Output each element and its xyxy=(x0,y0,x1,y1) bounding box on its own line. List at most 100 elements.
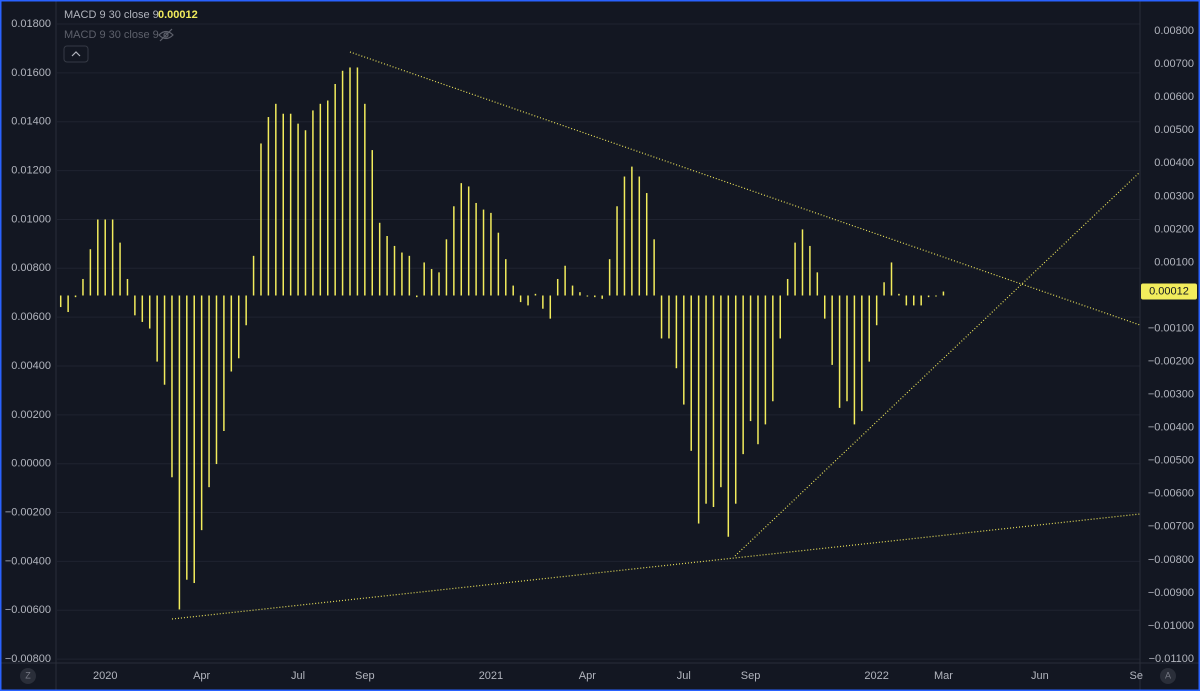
bar xyxy=(393,245,396,296)
bar xyxy=(542,295,544,309)
bar xyxy=(482,209,485,296)
bar xyxy=(809,245,811,296)
legend-value: 0.00012 xyxy=(158,9,198,21)
y2-tick-label: −0.00900 xyxy=(1148,587,1194,599)
bar xyxy=(727,295,730,537)
bar xyxy=(616,206,618,296)
bar xyxy=(675,295,678,369)
bar xyxy=(163,295,166,385)
y-tick-label: 0.01600 xyxy=(11,67,51,79)
bar xyxy=(193,295,195,584)
x-tick-label: Apr xyxy=(579,670,596,682)
bar xyxy=(111,219,114,296)
bar xyxy=(97,219,99,296)
y-tick-label: −0.00800 xyxy=(5,653,51,665)
y2-tick-label: 0.00800 xyxy=(1154,25,1194,37)
hidden-indicator[interactable]: MACD 9 30 close 9 xyxy=(64,29,159,41)
bar xyxy=(67,295,69,313)
bar xyxy=(141,295,144,322)
bar xyxy=(920,295,922,306)
scale-button-right[interactable]: A xyxy=(1160,668,1176,684)
bar xyxy=(445,239,448,296)
bar xyxy=(334,83,336,296)
y2-tick-label: −0.00600 xyxy=(1148,488,1194,500)
bar xyxy=(645,193,648,296)
trend-line xyxy=(171,513,1141,620)
bar xyxy=(267,117,270,296)
bar xyxy=(519,295,522,303)
bar xyxy=(178,295,181,610)
y2-tick-label: −0.00200 xyxy=(1148,356,1194,368)
y-tick-label: 0.00600 xyxy=(11,311,51,323)
bar xyxy=(223,295,225,431)
bar xyxy=(386,236,388,296)
bar xyxy=(512,285,514,296)
button-label: A xyxy=(1165,670,1171,680)
bar xyxy=(638,176,641,296)
bar xyxy=(683,295,685,405)
y2-tick-label: 0.00600 xyxy=(1154,91,1194,103)
collapse-button[interactable] xyxy=(63,45,89,63)
bar xyxy=(690,295,692,451)
y-tick-label: 0.01800 xyxy=(11,18,51,30)
bar xyxy=(416,295,418,298)
bar xyxy=(875,295,878,326)
x-tick-label: Mar xyxy=(934,670,953,682)
x-tick-label: Jun xyxy=(1031,670,1049,682)
y-tick-label: 0.00200 xyxy=(11,409,51,421)
bar xyxy=(200,295,203,531)
bar xyxy=(653,239,655,296)
bar xyxy=(171,295,173,478)
bar xyxy=(742,295,744,455)
bar xyxy=(74,295,77,298)
bar xyxy=(571,285,574,296)
bar xyxy=(712,295,715,508)
bar xyxy=(134,295,136,316)
y-tick-label: 0.01200 xyxy=(11,165,51,177)
bar xyxy=(423,262,425,296)
bar xyxy=(579,292,581,296)
x-tick-label: 2020 xyxy=(93,670,117,682)
bar xyxy=(623,176,626,296)
y-tick-label: −0.00400 xyxy=(5,555,51,567)
bar xyxy=(779,295,781,339)
bar xyxy=(156,295,158,362)
bar xyxy=(59,295,62,308)
bar xyxy=(327,100,329,296)
price-label-box xyxy=(1141,283,1197,300)
bar xyxy=(705,295,707,504)
bar xyxy=(89,249,92,296)
eye-off-icon[interactable] xyxy=(158,28,174,42)
bar xyxy=(497,232,500,296)
bar xyxy=(341,70,344,296)
axis-labels: 0.01800 0.01600 0.01400 0.01200 0.01000 0.008… xyxy=(5,18,1197,682)
bar xyxy=(594,295,596,298)
bar xyxy=(601,295,603,299)
x-tick-label: Se xyxy=(1130,670,1143,682)
bar xyxy=(816,272,819,296)
bar xyxy=(297,123,299,296)
bar xyxy=(148,295,151,329)
y-tick-label: 0.01000 xyxy=(11,213,51,225)
y2-tick-label: 0.00100 xyxy=(1154,256,1194,268)
y-tick-label: −0.00600 xyxy=(5,604,51,616)
bar xyxy=(660,295,663,339)
bar xyxy=(460,183,463,296)
bar xyxy=(890,262,893,296)
scale-button-left[interactable]: Z xyxy=(20,668,36,684)
bar xyxy=(905,295,908,306)
y2-tick-label: −0.00100 xyxy=(1148,322,1194,334)
bar xyxy=(801,229,804,296)
bar xyxy=(527,295,529,306)
bar xyxy=(868,295,870,362)
bar xyxy=(126,278,129,296)
x-tick-label: 2021 xyxy=(479,670,503,682)
bar xyxy=(942,291,945,296)
bar xyxy=(898,293,900,296)
bar xyxy=(260,143,262,296)
bar xyxy=(668,295,670,339)
button-label: Z xyxy=(25,670,31,680)
y2-tick-label: −0.00700 xyxy=(1148,521,1194,533)
y-tick-label: −0.00200 xyxy=(5,506,51,518)
